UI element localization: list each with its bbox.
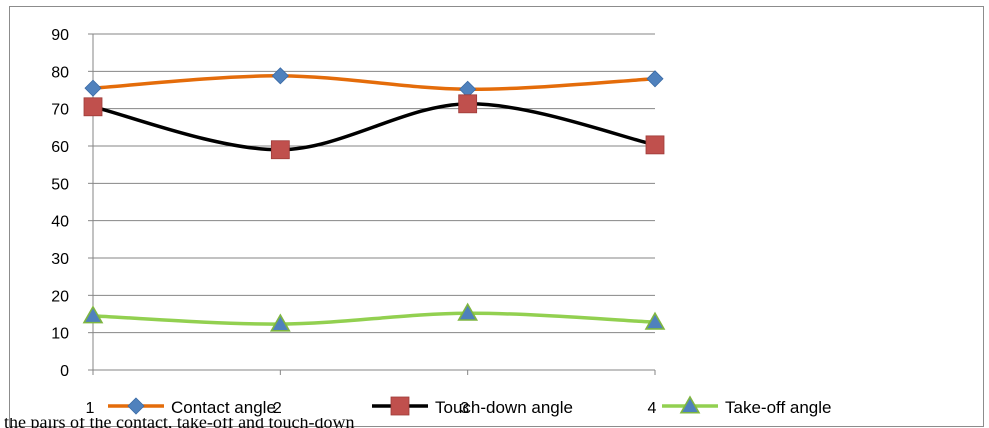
series-lines [91, 74, 657, 326]
legend-marker-2 [679, 395, 701, 414]
series-line-1 [91, 102, 657, 152]
y-tick-label-80: 80 [51, 64, 69, 81]
marker-s0-p1 [84, 79, 102, 97]
marker-s1-p2 [270, 140, 290, 160]
series-line-2 [91, 311, 657, 326]
x-tick-label-1: 1 [86, 400, 95, 417]
marker-s1-p3 [458, 94, 478, 114]
y-tick-label-60: 60 [51, 139, 69, 156]
chart-frame [9, 6, 984, 427]
y-tick-label-50: 50 [51, 176, 69, 193]
x-tick-label-3: 3 [460, 400, 469, 417]
y-tick-label-20: 20 [51, 288, 69, 305]
marker-s2-p2 [269, 313, 291, 332]
series-markers [82, 67, 666, 332]
marker-s2-p3 [457, 302, 479, 321]
marker-s2-p1 [82, 305, 104, 324]
caption-text: the pairs of the contact, take-off and t… [4, 418, 355, 428]
marker-s0-p4 [646, 70, 664, 88]
marker-s0-p2 [271, 67, 289, 85]
x-tick-label-2: 2 [273, 400, 282, 417]
y-tick-label-70: 70 [51, 102, 69, 119]
y-tick-label-10: 10 [51, 326, 69, 343]
legend-label-2: Take-off angle [725, 398, 831, 417]
legend-marker-0 [127, 397, 145, 415]
marker-s1-p1 [83, 97, 103, 117]
caption-fragment: the pairs of the contact, take-off and t… [0, 418, 989, 428]
legend-marker-1 [390, 396, 410, 416]
y-tick-label-30: 30 [51, 251, 69, 268]
legend-label-1: Touch-down angle [435, 398, 573, 417]
x-tick-label-4: 4 [648, 400, 657, 417]
legend-label-0: Contact angle [171, 398, 276, 417]
y-tick-label-40: 40 [51, 214, 69, 231]
y-tick-label-90: 90 [51, 27, 69, 44]
marker-s1-p4 [645, 135, 665, 155]
legend: Contact angle Touch-down angle Take-off an… [108, 395, 831, 417]
gridlines [93, 33, 655, 334]
y-tick-label-0: 0 [60, 363, 69, 380]
series-line-0 [91, 74, 657, 92]
marker-s2-p4 [644, 311, 666, 330]
